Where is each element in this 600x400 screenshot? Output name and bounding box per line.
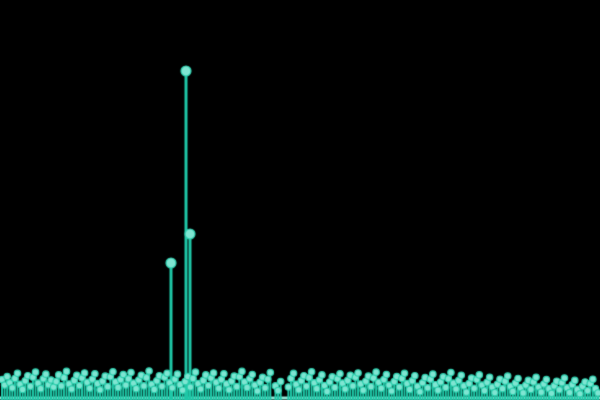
stem-plot-figure [0, 0, 600, 400]
stem-plot-canvas [0, 0, 600, 400]
